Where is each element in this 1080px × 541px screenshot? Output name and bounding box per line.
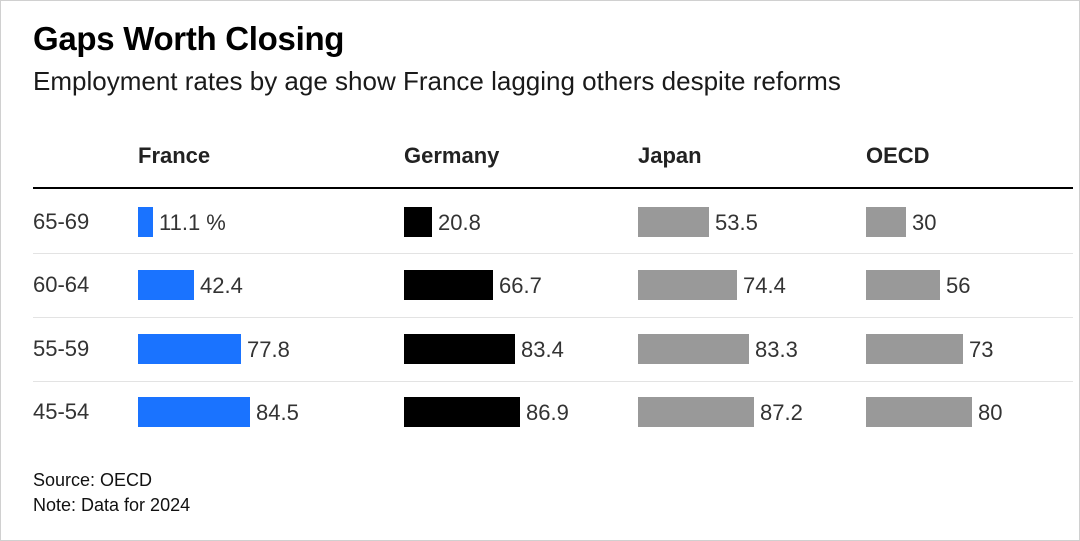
value-label-germany-65-69: 20.8 [438,210,481,235]
row-separator [33,381,1073,382]
row-label-60-64: 60-64 [33,272,90,297]
bar-france-60-64 [138,270,194,300]
bar-japan-65-69 [638,207,709,237]
bar-france-65-69 [138,207,153,237]
bar-japan-60-64 [638,270,737,300]
value-label-france-45-54: 84.5 [256,400,299,425]
bar-france-55-59 [138,334,241,364]
column-header-oecd: OECD [866,143,930,168]
value-label-germany-55-59: 83.4 [521,337,564,362]
bar-germany-45-54 [404,397,520,427]
bar-japan-55-59 [638,334,749,364]
data-note: Note: Data for 2024 [33,495,191,515]
column-header-germany: Germany [404,143,500,168]
column-header-japan: Japan [638,143,702,168]
value-label-oecd-45-54: 80 [978,400,1003,425]
source-note: Source: OECD [33,470,153,490]
value-label-france-55-59: 77.8 [247,337,290,362]
bar-oecd-60-64 [866,270,940,300]
value-label-japan-60-64: 74.4 [743,273,786,298]
bar-germany-55-59 [404,334,515,364]
value-label-germany-45-54: 86.9 [526,400,569,425]
row-label-55-59: 55-59 [33,336,90,361]
chart-subtitle: Employment rates by age show France lagg… [33,66,841,96]
bar-oecd-45-54 [866,397,972,427]
value-label-oecd-60-64: 56 [946,273,971,298]
bar-france-45-54 [138,397,250,427]
value-label-oecd-55-59: 73 [969,337,994,362]
chart-title: Gaps Worth Closing [33,20,345,57]
bar-germany-60-64 [404,270,493,300]
column-header-france: France [138,143,211,168]
value-label-oecd-65-69: 30 [912,210,937,235]
header-rule [33,187,1073,189]
value-label-japan-45-54: 87.2 [760,400,803,425]
value-label-france-65-69: 11.1 % [159,210,226,235]
row-separator [33,317,1073,318]
value-label-france-60-64: 42.4 [200,273,243,298]
bar-japan-45-54 [638,397,754,427]
row-label-65-69: 65-69 [33,209,90,234]
row-separator [33,253,1073,254]
row-label-45-54: 45-54 [33,399,90,424]
bar-oecd-65-69 [866,207,906,237]
bar-oecd-55-59 [866,334,963,364]
value-label-germany-60-64: 66.7 [499,273,542,298]
bar-germany-65-69 [404,207,432,237]
value-label-japan-65-69: 53.5 [715,210,758,235]
value-label-japan-55-59: 83.3 [755,337,798,362]
